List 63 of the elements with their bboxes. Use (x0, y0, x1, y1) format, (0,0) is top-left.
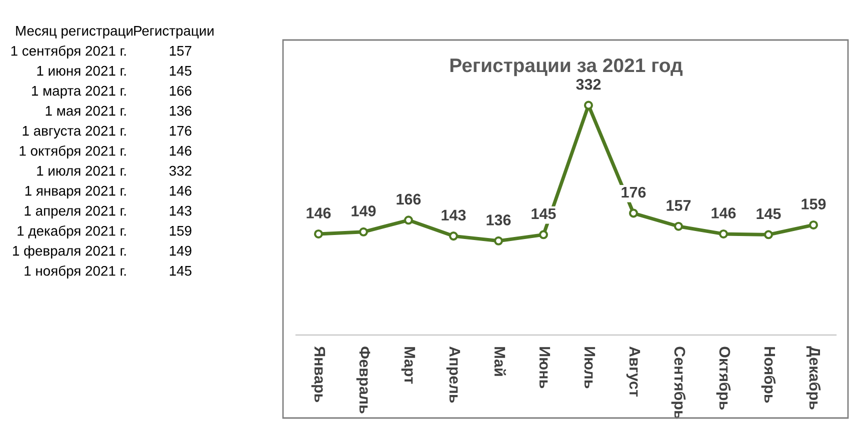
data-label: 157 (666, 200, 691, 211)
data-label: 149 (352, 206, 376, 216)
x-tick-label: Апрель (446, 346, 460, 403)
text: 1 января 2021 г. (25, 186, 126, 198)
text: 1 августа 2021 г. (22, 126, 126, 138)
text: 1 марта 2021 г. (32, 86, 126, 98)
x-tick-label: Ноябрь (761, 347, 776, 403)
point (538, 230, 548, 240)
x-tick-label: Август (626, 346, 640, 397)
data-label: 136 (486, 214, 511, 226)
data-label: 146 (712, 208, 736, 218)
text: 143 (170, 206, 192, 216)
text: 145 (170, 266, 192, 276)
x-tick-label: Июнь (539, 347, 550, 388)
x-tick-label: Октябрь (716, 346, 731, 410)
point (628, 208, 638, 218)
text: 1 июля 2021 г. (37, 166, 126, 176)
text: 146 (170, 146, 192, 156)
text: 176 (170, 126, 192, 136)
point (448, 232, 458, 241)
text: 1 декабря 2021 г. (18, 225, 126, 239)
text: 332 (169, 166, 192, 176)
x-tick-label: Январь (311, 346, 326, 402)
text: 157 (170, 46, 192, 56)
data-label: 166 (396, 194, 421, 205)
point (314, 229, 324, 238)
chart-title: Регистрации за 2021 год (450, 58, 682, 76)
text: 1 ноября 2021 г. (24, 265, 126, 279)
text: 136 (170, 106, 192, 116)
x-tick-label: Декабрь (806, 346, 821, 410)
point (764, 230, 774, 240)
text: 1 апреля 2021 г. (24, 206, 126, 218)
point (718, 229, 728, 238)
text: 145 (170, 66, 192, 76)
point (404, 216, 414, 225)
text: 149 (170, 246, 192, 256)
text: 159 (170, 226, 192, 236)
point (808, 220, 818, 230)
data-label: 145 (532, 208, 556, 220)
x-tick-label: Июль (584, 347, 596, 388)
x-tick-label: Сентябрь (671, 346, 686, 419)
point (494, 236, 504, 246)
x-tick-label: Март (401, 347, 416, 384)
data-label: 159 (802, 198, 826, 210)
text: 1 октября 2021 г. (20, 145, 126, 159)
x-tick-label: Февраль (356, 346, 370, 414)
text: 1 июня 2021 г. (37, 66, 126, 76)
data-label: 176 (622, 186, 646, 198)
data-label: 145 (756, 208, 781, 220)
text: 166 (170, 86, 192, 96)
x-tick-label: Май (494, 347, 506, 376)
point (674, 222, 684, 231)
data-label: 146 (306, 208, 331, 218)
text: Регистрации (134, 26, 214, 38)
text: 1 мая 2021 г. (46, 106, 126, 116)
text: Месяц регистраци (16, 26, 133, 38)
text: 1 февраля 2021 г. (13, 246, 126, 258)
data-label: 332 (576, 78, 601, 90)
point (358, 227, 368, 236)
point (584, 100, 594, 110)
text: 1 сентября 2021 г. (11, 45, 126, 59)
text: 146 (170, 186, 192, 196)
data-label: 143 (442, 210, 466, 221)
